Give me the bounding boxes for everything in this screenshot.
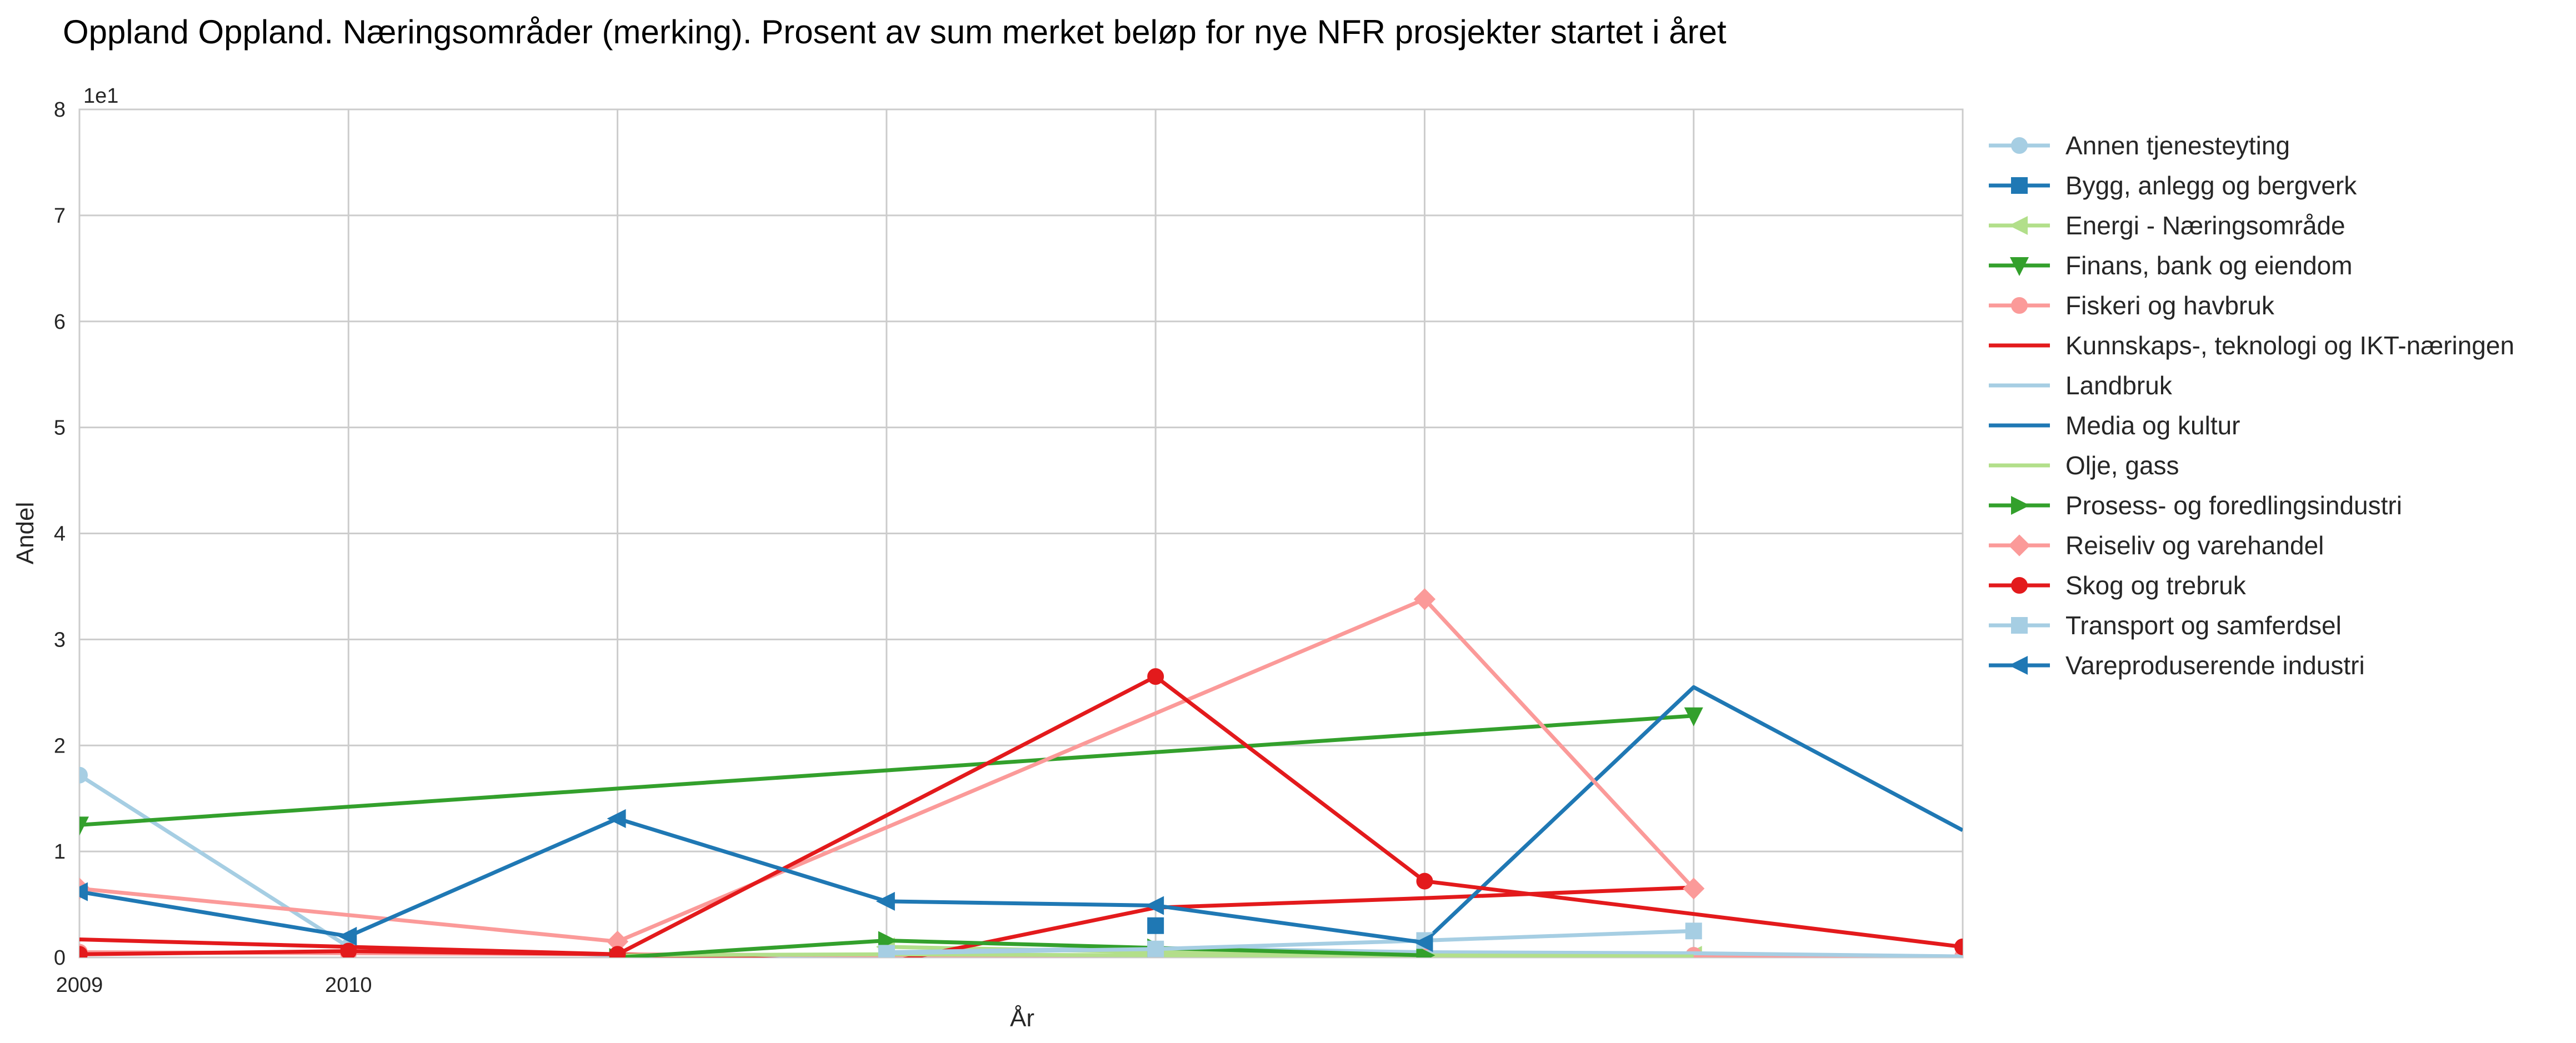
legend-label: Skog og trebruk <box>2065 571 2247 600</box>
data-point-marker <box>1147 940 1164 957</box>
y-tick-label: 1 <box>54 840 66 864</box>
legend-label: Reiseliv og varehandel <box>2065 531 2324 560</box>
y-tick-label: 5 <box>54 417 66 440</box>
x-axis-label: År <box>1010 1005 1034 1032</box>
legend-entry: Media og kultur <box>1989 411 2240 440</box>
legend-label: Landbruk <box>2065 371 2173 400</box>
legend-entry: Olje, gass <box>1989 451 2179 480</box>
legend-label: Fiskeri og havbruk <box>2065 291 2275 320</box>
data-point-marker <box>1413 588 1436 610</box>
data-point-marker <box>79 946 88 957</box>
data-point-marker <box>340 942 357 957</box>
y-tick-label: 7 <box>54 204 66 228</box>
series-group <box>79 588 1963 957</box>
data-point-marker <box>2008 215 2028 235</box>
legend-entry: Bygg, anlegg og bergverk <box>1989 171 2357 200</box>
y-multiplier-label: 1e1 <box>83 84 118 108</box>
legend-entry: Finans, bank og eiendom <box>1989 251 2353 280</box>
gridlines <box>78 108 1964 959</box>
legend-entry: Skog og trebruk <box>1989 571 2247 600</box>
x-axis-ticks: 2009 2010 <box>56 974 372 997</box>
y-tick-label: 2 <box>54 734 66 758</box>
data-point-marker <box>2011 577 2028 594</box>
data-point-marker <box>607 809 626 828</box>
data-point-marker <box>2011 137 2028 154</box>
legend-entry: Reiseliv og varehandel <box>1989 531 2324 560</box>
data-point-marker <box>79 882 88 901</box>
legend-entry: Landbruk <box>1989 371 2173 400</box>
y-tick-label: 6 <box>54 310 66 334</box>
y-tick-label: 3 <box>54 628 66 651</box>
data-point-marker <box>2008 655 2028 675</box>
data-point-marker <box>2011 177 2028 194</box>
data-point-marker <box>609 946 626 957</box>
x-tick-label: 2009 <box>56 974 103 997</box>
data-point-marker <box>876 891 895 911</box>
chart-title: Oppland Oppland. Næringsområder (merking… <box>63 13 1727 51</box>
legend-label: Vareproduserende industri <box>2065 651 2365 680</box>
legend-entry: Transport og samferdsel <box>1989 611 2342 640</box>
series-3 <box>79 707 1703 836</box>
y-tick-label: 8 <box>54 98 66 122</box>
data-point-marker <box>1147 668 1164 685</box>
y-tick-label: 0 <box>54 946 66 970</box>
data-point-marker <box>1416 946 1435 957</box>
series-10 <box>79 588 1705 952</box>
series-11 <box>79 668 1963 957</box>
series-1 <box>1147 917 1164 934</box>
series-line <box>79 597 1695 944</box>
data-point-marker <box>1954 938 1963 955</box>
legend-label: Prosess- og foredlingsindustri <box>2065 491 2402 520</box>
y-axis-label: Andel <box>12 502 39 565</box>
data-point-marker <box>2011 297 2028 314</box>
data-point-marker <box>2011 495 2030 515</box>
data-point-marker <box>1147 917 1164 934</box>
data-point-marker <box>878 931 897 950</box>
legend-label: Media og kultur <box>2065 411 2240 440</box>
data-point-marker <box>2009 257 2029 277</box>
legend-label: Finans, bank og eiendom <box>2065 251 2353 280</box>
data-point-marker <box>79 816 89 836</box>
series-line <box>79 714 1694 827</box>
data-point-marker <box>1684 707 1703 726</box>
legend: Annen tjenesteyting Bygg, anlegg og bergv… <box>1989 131 2514 680</box>
data-point-marker <box>1145 896 1164 915</box>
data-point-marker <box>79 766 88 784</box>
data-point-marker <box>1416 872 1433 890</box>
series-line <box>617 938 1425 957</box>
series-line <box>886 929 1694 955</box>
series-line <box>1423 685 1963 943</box>
legend-entry: Annen tjenesteyting <box>1989 131 2290 160</box>
legend-label: Olje, gass <box>2065 451 2179 480</box>
data-point-marker <box>2008 534 2030 556</box>
data-point-marker <box>1414 933 1433 952</box>
x-tick-label: 2010 <box>325 974 372 997</box>
series-7 <box>1423 685 1963 943</box>
y-axis-ticks: 0 1 2 3 4 5 6 7 8 <box>54 98 66 970</box>
legend-label: Kunnskaps-, teknologi og IKT-næringen <box>2065 331 2514 360</box>
legend-entry: Vareproduserende industri <box>1989 651 2365 680</box>
series-line <box>79 674 1963 956</box>
legend-label: Annen tjenesteyting <box>2065 131 2290 160</box>
legend-label: Transport og samferdsel <box>2065 611 2342 640</box>
data-point-marker <box>338 926 357 946</box>
data-point-marker <box>1685 922 1702 940</box>
legend-label: Bygg, anlegg og bergverk <box>2065 171 2357 200</box>
legend-entry: Kunnskaps-, teknologi og IKT-næringen <box>1989 331 2514 360</box>
data-point-marker <box>878 945 895 957</box>
series-line <box>79 816 1425 945</box>
legend-entry: Fiskeri og havbruk <box>1989 291 2275 320</box>
data-point-marker <box>2011 617 2028 634</box>
legend-entry: Prosess- og foredlingsindustri <box>1989 491 2402 520</box>
data-point-marker <box>1683 877 1705 900</box>
series-13 <box>79 809 1433 952</box>
legend-entry: Energi - Næringsområde <box>1989 211 2345 240</box>
y-tick-label: 4 <box>54 523 66 546</box>
legend-label: Energi - Næringsområde <box>2065 211 2345 240</box>
